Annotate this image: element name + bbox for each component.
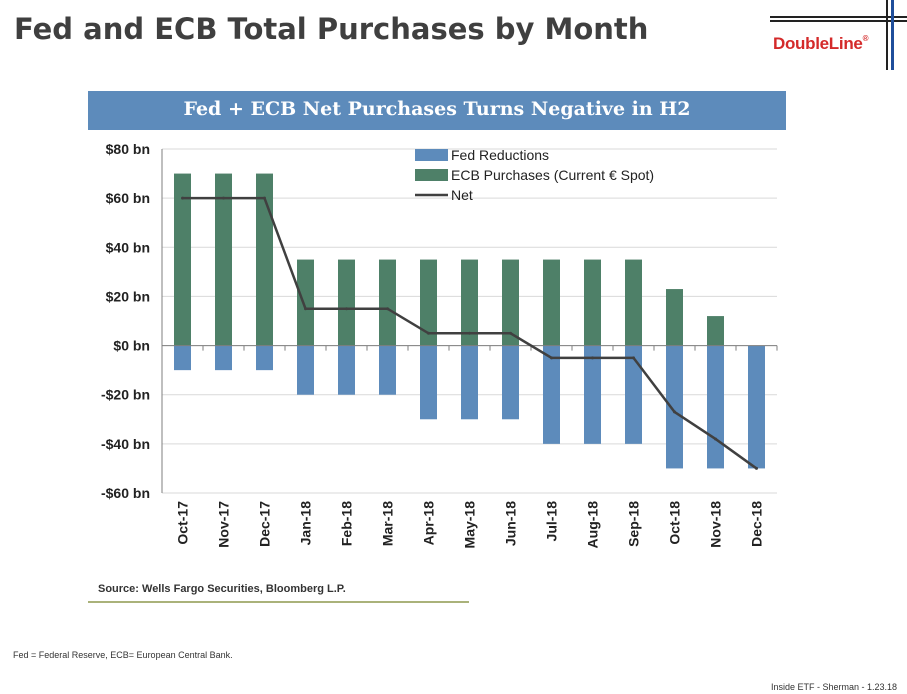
legend-label-net: Net: [451, 187, 473, 203]
x-tick-label: Jun-18: [503, 501, 519, 546]
net-point: [345, 307, 348, 311]
source-note: Source: Wells Fargo Securities, Bloomber…: [98, 583, 346, 595]
y-tick-label: $60 bn: [106, 190, 150, 206]
y-tick-label: -$60 bn: [101, 485, 150, 501]
ecb-bar: [461, 259, 478, 346]
ecb-bar: [625, 259, 642, 346]
ecb-bar: [338, 259, 355, 346]
net-point: [181, 196, 184, 200]
x-tick-label: Mar-18: [380, 501, 396, 546]
ecb-bar: [584, 259, 601, 346]
x-tick-label: Jul-18: [544, 501, 560, 542]
doubleline-logo: DoubleLine®: [770, 0, 907, 70]
fed-bar: [625, 345, 642, 444]
logo-text: DoubleLine®: [773, 34, 869, 53]
net-point: [427, 331, 430, 335]
fed-bar: [707, 345, 724, 469]
ecb-bar: [174, 173, 191, 346]
net-point: [632, 356, 635, 360]
net-point: [550, 356, 553, 360]
x-tick-label: Dec-18: [749, 501, 765, 547]
legend-label-fed: Fed Reductions: [451, 147, 549, 163]
chart-title: Fed + ECB Net Purchases Turns Negative i…: [183, 98, 691, 120]
net-point: [222, 196, 225, 200]
fed-bar: [502, 345, 519, 420]
x-tick-label: Sep-18: [626, 501, 642, 547]
ecb-bar: [666, 289, 683, 346]
net-point: [509, 331, 512, 335]
fed-bar: [543, 345, 560, 444]
x-tick-label: May-18: [462, 501, 478, 549]
source-rule: [88, 601, 469, 603]
y-tick-label: -$40 bn: [101, 436, 150, 452]
net-point: [304, 307, 307, 311]
y-tick-label: $80 bn: [106, 141, 150, 157]
net-point: [386, 307, 389, 311]
ecb-bar: [215, 173, 232, 346]
y-tick-label: $40 bn: [106, 239, 150, 255]
fed-bar: [297, 345, 314, 395]
legend-label-ecb: ECB Purchases (Current € Spot): [451, 167, 654, 183]
fed-bar: [256, 345, 273, 371]
x-tick-label: Oct-18: [667, 501, 683, 545]
x-tick-label: Oct-17: [175, 501, 191, 545]
ecb-bar: [502, 259, 519, 346]
net-point: [263, 196, 266, 200]
net-point: [468, 331, 471, 335]
logo-rule-top: [770, 16, 907, 18]
x-tick-label: Dec-17: [257, 501, 273, 547]
ecb-bar: [420, 259, 437, 346]
fed-bar: [420, 345, 437, 420]
fed-bar: [338, 345, 355, 395]
page-title: Fed and ECB Total Purchases by Month: [14, 12, 649, 46]
x-tick-label: Jan-18: [298, 501, 314, 546]
y-tick-label: $20 bn: [106, 288, 150, 304]
net-point: [714, 437, 717, 441]
fed-bar: [379, 345, 396, 395]
y-tick-label: -$20 bn: [101, 387, 150, 403]
footer-text: Inside ETF - Sherman - 1.23.18: [770, 682, 897, 692]
logo-rule-top-2: [770, 20, 907, 22]
ecb-bar: [543, 259, 560, 346]
fed-bar: [461, 345, 478, 420]
ecb-bar: [707, 316, 724, 346]
legend-swatch-ecb: [415, 169, 448, 181]
x-tick-label: Nov-18: [708, 501, 724, 548]
fed-bar: [215, 345, 232, 371]
logo-rule-vertical: [886, 0, 888, 70]
y-tick-label: $0 bn: [113, 338, 150, 354]
ecb-bar: [256, 173, 273, 346]
footnote: Fed = Federal Reserve, ECB= European Cen…: [13, 650, 233, 660]
fed-bar: [174, 345, 191, 371]
x-tick-label: Feb-18: [339, 501, 355, 546]
x-tick-label: Aug-18: [585, 501, 601, 549]
ecb-bar: [297, 259, 314, 346]
legend-swatch-fed: [415, 149, 448, 161]
x-tick-label: Nov-17: [216, 501, 232, 548]
net-point: [673, 410, 676, 414]
chart-banner: Fed + ECB Net Purchases Turns Negative i…: [88, 91, 786, 130]
fed-bar: [584, 345, 601, 444]
ecb-bar: [379, 259, 396, 346]
net-point: [755, 466, 758, 470]
net-point: [591, 356, 594, 360]
logo-rule-vertical-blue: [891, 0, 894, 70]
x-tick-label: Apr-18: [421, 501, 437, 546]
fed-bar: [666, 345, 683, 469]
fed-bar: [748, 345, 765, 469]
